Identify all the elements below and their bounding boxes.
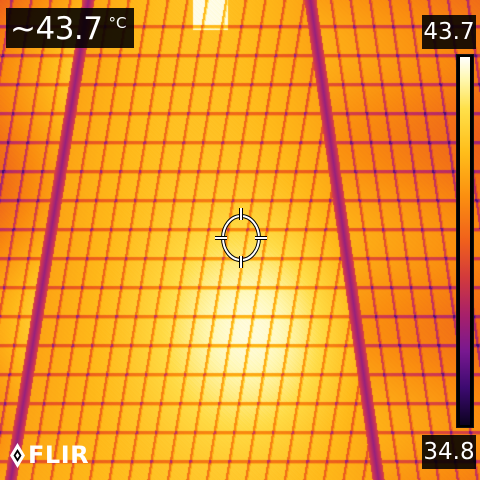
spot-temperature-readout: ~43.7 °C	[6, 8, 135, 48]
flir-logo: FLIR	[9, 440, 89, 470]
temperature-unit: °C	[108, 14, 127, 32]
scale-min-label: 34.8	[422, 435, 476, 469]
crosshair-icon	[215, 208, 267, 268]
scale-gradient	[460, 57, 470, 425]
flir-flame-icon	[10, 442, 25, 468]
scale-max-label: 43.7	[422, 15, 476, 49]
spot-temperature-value: ~43.7	[10, 11, 103, 47]
temperature-scale-bar	[456, 54, 474, 428]
flir-logo-text: FLIR	[28, 441, 90, 469]
